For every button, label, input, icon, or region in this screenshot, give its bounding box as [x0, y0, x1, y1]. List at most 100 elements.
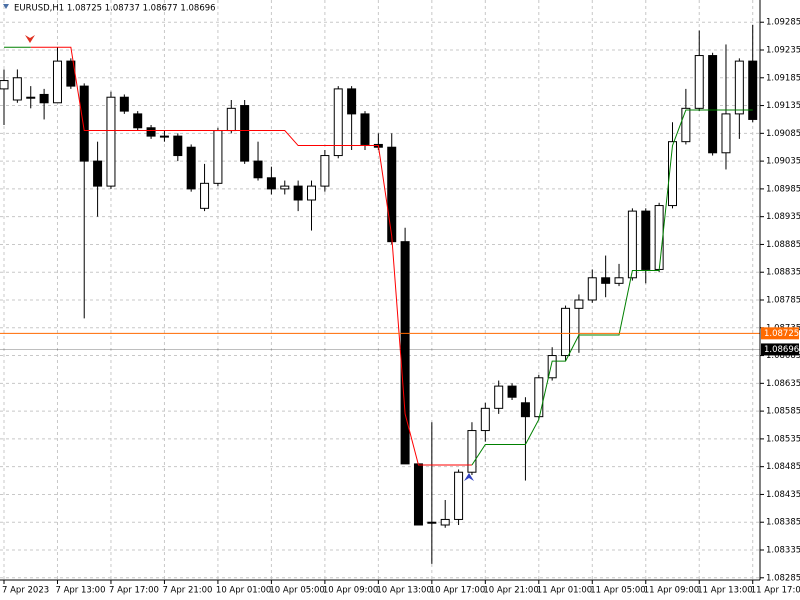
candle-body	[307, 185, 317, 201]
candle-body	[694, 55, 704, 109]
y-tick-label: 1.08835	[766, 268, 800, 278]
y-tick-label: 1.08485	[766, 462, 800, 472]
candle-body	[320, 155, 330, 187]
y-tick-label: 1.08685	[766, 351, 800, 361]
y-tick-label: 1.08635	[766, 379, 800, 389]
x-tick-label: 11 Apr 13:00	[697, 586, 752, 596]
candle-body	[641, 210, 651, 270]
buy-arrow	[464, 473, 474, 481]
candle-body	[226, 107, 236, 132]
candle-body	[734, 60, 744, 115]
candle-body	[561, 307, 571, 357]
y-tick-label: 1.08935	[766, 212, 800, 222]
y-tick-label: 1.09235	[766, 46, 800, 56]
candle-body	[26, 96, 36, 99]
y-tick-label: 1.08885	[766, 240, 800, 250]
candle-body	[173, 135, 183, 157]
candle-body	[253, 160, 263, 179]
candle-body	[186, 146, 196, 190]
x-tick-label: 11 Apr 09:00	[644, 586, 699, 596]
x-tick-label: 7 Apr 2023	[2, 586, 49, 596]
candle-body	[12, 77, 22, 101]
x-tick-label: 10 Apr 17:00	[430, 586, 485, 596]
candle-body	[266, 177, 276, 190]
y-tick-label: 1.09185	[766, 73, 800, 83]
y-tick-label: 1.08785	[766, 296, 800, 306]
candle-body	[507, 385, 517, 398]
x-tick-label: 10 Apr 21:00	[483, 586, 538, 596]
candle-body	[293, 185, 303, 201]
candle-body	[133, 113, 143, 129]
candle-body	[387, 146, 397, 243]
y-tick-label: 1.08585	[766, 407, 800, 417]
y-tick-label: 1.09285	[766, 18, 800, 28]
price-label: 1.08725	[764, 329, 799, 339]
candle-body	[200, 182, 210, 209]
x-tick-label: 10 Apr 01:00	[216, 586, 271, 596]
x-tick-label: 7 Apr 13:00	[55, 586, 105, 596]
x-tick-label: 10 Apr 09:00	[323, 586, 378, 596]
candle-body	[427, 521, 437, 524]
y-tick-label: 1.08385	[766, 518, 800, 528]
chart-title: EURUSD,H1 1.08725 1.08737 1.08677 1.0869…	[14, 4, 216, 14]
x-tick-label: 11 Apr 05:00	[590, 586, 645, 596]
candle-body	[413, 463, 423, 526]
candle-body	[39, 93, 49, 104]
candle-body	[668, 141, 677, 207]
candle-body	[93, 160, 103, 187]
candle-body	[240, 105, 250, 162]
candle-body	[360, 113, 370, 145]
candle-body	[119, 96, 129, 112]
candle-body	[400, 241, 410, 465]
candle-body	[708, 55, 718, 154]
indicator-line	[4, 46, 753, 466]
candle-body	[547, 355, 557, 379]
x-tick-label: 7 Apr 17:00	[109, 586, 159, 596]
candle-body	[146, 127, 156, 137]
y-tick-label: 1.08435	[766, 490, 800, 500]
plot	[0, 25, 760, 564]
candle-body	[494, 385, 504, 409]
candle-body	[280, 185, 290, 190]
candle-body	[347, 88, 357, 115]
candle-body	[106, 96, 116, 187]
candle-body	[52, 60, 62, 104]
y-tick-label: 1.08985	[766, 184, 800, 194]
indicator-line	[30, 46, 472, 466]
candle-body	[748, 60, 758, 120]
price-label-box	[761, 343, 799, 356]
candle-body	[440, 518, 450, 526]
x-tick-label: 10 Apr 05:00	[269, 586, 324, 596]
y-tick-label: 1.08335	[766, 546, 800, 556]
candle-body	[159, 135, 169, 138]
price-label-box	[761, 327, 799, 340]
candle-body	[534, 377, 544, 418]
candle-body	[467, 430, 477, 473]
candle-body	[601, 277, 611, 284]
candle-body	[333, 88, 343, 157]
y-tick-label: 1.08285	[766, 573, 800, 583]
y-tick-label: 1.08535	[766, 434, 800, 444]
candle-body	[574, 299, 584, 309]
candle-body	[614, 277, 624, 284]
candle-body	[654, 205, 664, 270]
candle-body	[480, 407, 490, 432]
x-tick-label: 10 Apr 13:00	[376, 586, 431, 596]
candle-body	[520, 402, 530, 418]
candle-body	[587, 277, 597, 301]
price-label: 1.08696	[764, 345, 799, 355]
symbol-icon	[3, 4, 9, 9]
y-tick-label: 1.09035	[766, 157, 800, 167]
candle-body	[0, 80, 9, 90]
candle-body	[213, 130, 223, 184]
candle-body	[627, 210, 637, 279]
x-tick-label: 11 Apr 01:00	[537, 586, 592, 596]
candle-body	[681, 107, 691, 143]
candle-body	[721, 113, 731, 154]
sell-arrow	[25, 35, 35, 43]
y-tick-label: 1.09085	[766, 129, 800, 139]
candle-body	[454, 471, 464, 520]
candle-body	[79, 85, 89, 162]
